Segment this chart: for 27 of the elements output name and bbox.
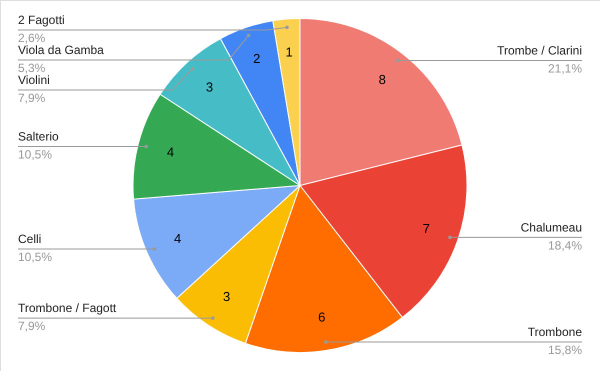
text: 6 (318, 309, 326, 324)
text: 2 (253, 51, 260, 66)
slice-label: Trombone (528, 325, 582, 340)
slice-label: 2 Fagotti (18, 13, 65, 27)
data-label: 18,4% (548, 238, 582, 252)
text: 3 (223, 289, 230, 304)
slice-label: Trombe / Clarini (497, 43, 582, 58)
slice-label: Viola da Gamba (18, 43, 104, 57)
data-label: 7,9% (18, 319, 46, 334)
text: 3 (206, 79, 214, 94)
data-label: 7,9% (18, 91, 46, 105)
slice-label: Chalumeau (520, 220, 582, 234)
data-label: 21,1% (548, 61, 582, 76)
data-label: 10,5% (18, 148, 52, 162)
data-label: 10,5% (18, 250, 52, 264)
text: 8 (378, 72, 386, 88)
text: 4 (174, 230, 182, 246)
data-label: 5,3% (18, 61, 46, 75)
text: 1 (285, 44, 293, 60)
text: 4 (166, 144, 174, 160)
data-label: 15,8% (548, 343, 582, 358)
slice-label: Salterio (18, 130, 60, 144)
slice-label: Trombone / Fagott (18, 301, 117, 316)
slice-label: Violini (18, 73, 50, 87)
data-label: 2,6% (18, 31, 46, 45)
slice-label: Celli (18, 232, 42, 246)
text: 7 (422, 221, 430, 236)
